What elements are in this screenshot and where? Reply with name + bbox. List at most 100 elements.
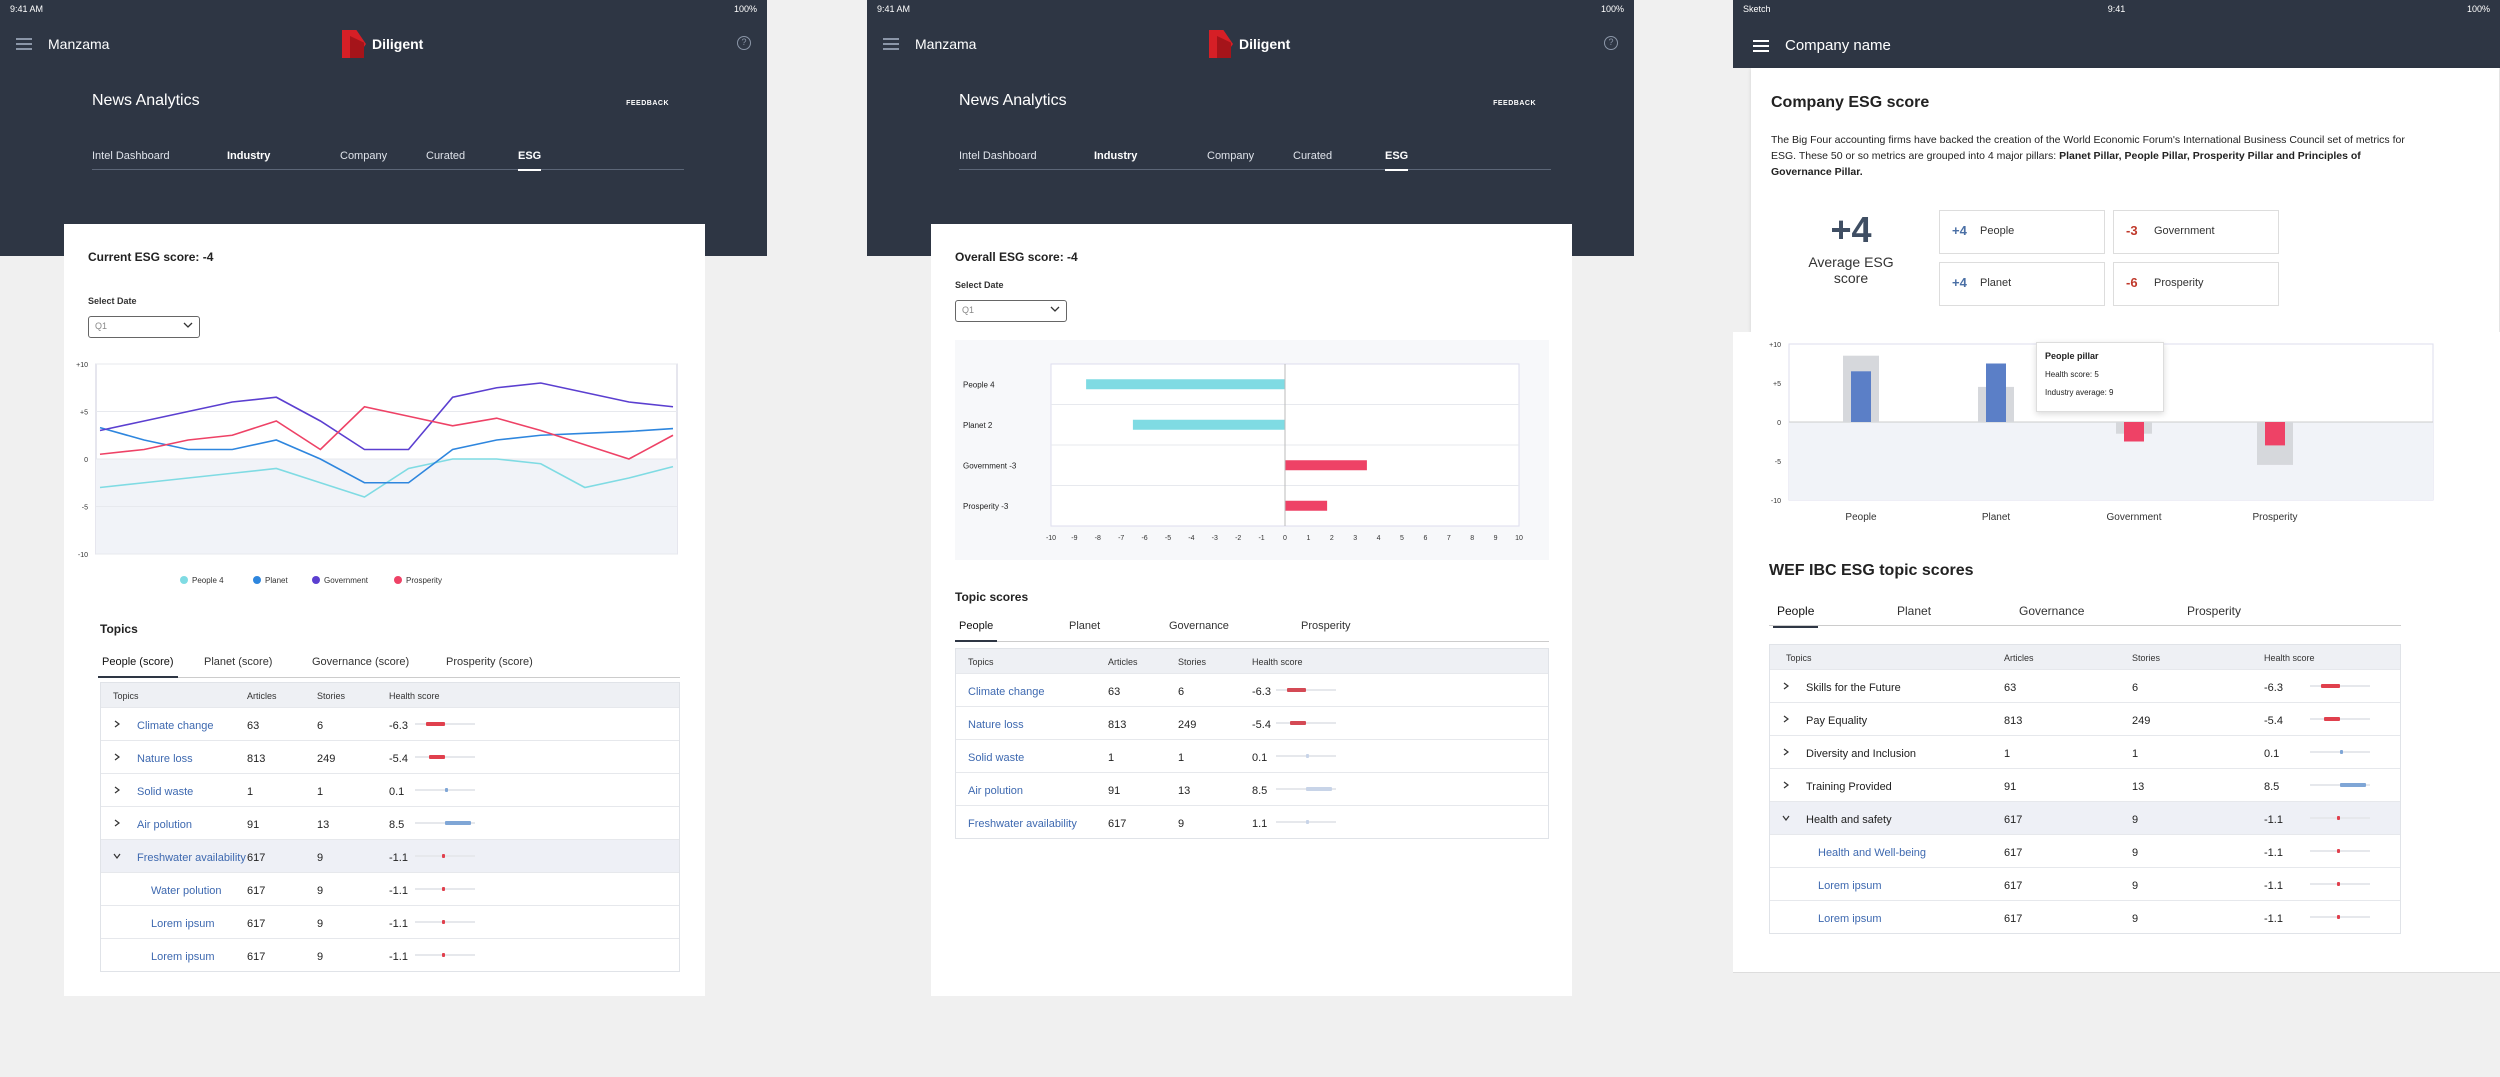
column-header[interactable]: Stories (2132, 653, 2161, 663)
tab-planet-score[interactable]: Planet (score) (204, 656, 273, 668)
table-row[interactable]: Solid waste 1 1 0.1 (101, 773, 679, 806)
help-icon[interactable]: ? (737, 36, 751, 50)
topic-name[interactable]: Nature loss (137, 753, 193, 765)
topic-name[interactable]: Lorem ipsum (151, 918, 215, 930)
tab-governance-score[interactable]: Governance (score) (312, 656, 410, 668)
table-row[interactable]: Nature loss 813 249 -5.4 (956, 706, 1548, 739)
chevron-right-icon[interactable] (113, 720, 121, 728)
table-row[interactable]: Solid waste 1 1 0.1 (956, 739, 1548, 772)
topic-name[interactable]: Freshwater availability (137, 852, 246, 864)
table-row[interactable]: Diversity and Inclusion 1 1 0.1 (1770, 735, 2400, 768)
column-header[interactable]: Articles (1108, 657, 1138, 667)
table-subrow[interactable]: Water polution 617 9 -1.1 (101, 872, 679, 905)
topic-name[interactable]: Skills for the Future (1806, 682, 1901, 694)
column-header[interactable]: Topics (968, 657, 994, 667)
topic-name[interactable]: Diversity and Inclusion (1806, 748, 1917, 760)
tab-governance[interactable]: Governance (2019, 604, 2085, 618)
table-subrow[interactable]: Lorem ipsum 617 9 -1.1 (1770, 867, 2400, 900)
column-header[interactable]: Articles (2004, 653, 2034, 663)
tab-intel-dashboard[interactable]: Intel Dashboard (92, 150, 170, 162)
tab-intel-dashboard[interactable]: Intel Dashboard (959, 150, 1037, 162)
column-header[interactable]: Topics (113, 691, 139, 701)
menu-icon[interactable] (16, 38, 32, 50)
column-header[interactable]: Topics (1786, 653, 1812, 663)
date-select[interactable]: Q1 (88, 316, 200, 338)
help-icon[interactable]: ? (1604, 36, 1618, 50)
chevron-down-icon[interactable] (1782, 814, 1790, 822)
topic-name[interactable]: Lorem ipsum (1818, 913, 1882, 925)
topic-name[interactable]: Health and Well-being (1818, 847, 1927, 859)
table-row[interactable]: Health and safety 617 9 -1.1 (1770, 801, 2400, 834)
column-header[interactable]: Stories (317, 691, 346, 701)
chevron-right-icon[interactable] (113, 819, 121, 827)
column-header[interactable]: Health score (389, 691, 440, 701)
table-subrow[interactable]: Lorem ipsum 617 9 -1.1 (101, 938, 679, 971)
date-select[interactable]: Q1 (955, 300, 1067, 322)
topic-name[interactable]: Water polution (151, 885, 222, 897)
pillar-prosperity[interactable]: -6 Prosperity (2113, 262, 2279, 306)
topic-name[interactable]: Solid waste (968, 752, 1025, 764)
table-row[interactable]: Freshwater availability 617 9 1.1 (956, 805, 1548, 838)
table-subrow[interactable]: Health and Well-being 617 9 -1.1 (1770, 834, 2400, 867)
column-header[interactable]: Health score (1252, 657, 1303, 667)
health-score-bar (2310, 783, 2370, 787)
table-subrow[interactable]: Lorem ipsum 617 9 -1.1 (1770, 900, 2400, 933)
chevron-right-icon[interactable] (113, 786, 121, 794)
topic-name[interactable]: Climate change (137, 720, 214, 732)
tab-company[interactable]: Company (340, 150, 388, 162)
column-header[interactable]: Articles (247, 691, 277, 701)
table-row[interactable]: Skills for the Future 63 6 -6.3 (1770, 669, 2400, 702)
topic-name[interactable]: Health and safety (1806, 814, 1892, 826)
table-row[interactable]: Pay Equality 813 249 -5.4 (1770, 702, 2400, 735)
chevron-right-icon[interactable] (113, 753, 121, 761)
chevron-right-icon[interactable] (1782, 748, 1790, 756)
table-row[interactable]: Training Provided 91 13 8.5 (1770, 768, 2400, 801)
topic-name[interactable]: Pay Equality (1806, 715, 1868, 727)
tab-curated[interactable]: Curated (426, 150, 466, 162)
tab-planet[interactable]: Planet (1069, 620, 1101, 632)
tab-prosperity-score[interactable]: Prosperity (score) (446, 656, 533, 668)
topic-name[interactable]: Freshwater availability (968, 818, 1077, 830)
tab-governance[interactable]: Governance (1169, 620, 1229, 632)
tab-planet[interactable]: Planet (1897, 604, 1932, 618)
column-header[interactable]: Health score (2264, 653, 2315, 663)
tab-people-score[interactable]: People (score) (98, 656, 178, 678)
topic-name[interactable]: Climate change (968, 686, 1045, 698)
chevron-down-icon[interactable] (113, 852, 121, 860)
tab-esg[interactable]: ESG (1385, 150, 1409, 171)
tab-company[interactable]: Company (1207, 150, 1255, 162)
topic-name[interactable]: Lorem ipsum (151, 951, 215, 963)
tab-esg[interactable]: ESG (518, 150, 542, 171)
topic-name[interactable]: Lorem ipsum (1818, 880, 1882, 892)
chevron-right-icon[interactable] (1782, 715, 1790, 723)
tab-people[interactable]: People (1772, 604, 1819, 628)
tab-curated[interactable]: Curated (1293, 150, 1333, 162)
table-row[interactable]: Air polution 91 13 8.5 (101, 806, 679, 839)
tab-prosperity[interactable]: Prosperity (1301, 620, 1351, 632)
table-row[interactable]: Climate change 63 6 -6.3 (956, 673, 1548, 706)
pillar-people[interactable]: +4 People (1939, 210, 2105, 254)
table-row[interactable]: Freshwater availability 617 9 -1.1 (101, 839, 679, 872)
column-header[interactable]: Stories (1178, 657, 1207, 667)
table-row[interactable]: Climate change 63 6 -6.3 (101, 707, 679, 740)
topic-name[interactable]: Training Provided (1806, 781, 1892, 793)
chevron-right-icon[interactable] (1782, 682, 1790, 690)
pillar-government[interactable]: -3 Government (2113, 210, 2279, 254)
topic-name[interactable]: Solid waste (137, 786, 194, 798)
menu-icon[interactable] (883, 38, 899, 50)
table-row[interactable]: Air polution 91 13 8.5 (956, 772, 1548, 805)
topic-name[interactable]: Air polution (968, 785, 1024, 797)
feedback-link[interactable]: FEEDBACK (1493, 100, 1536, 107)
topic-name[interactable]: Nature loss (968, 719, 1024, 731)
table-subrow[interactable]: Lorem ipsum 617 9 -1.1 (101, 905, 679, 938)
topic-name[interactable]: Air polution (137, 819, 193, 831)
tab-industry[interactable]: Industry (227, 150, 271, 162)
tab-industry[interactable]: Industry (1094, 150, 1138, 162)
tab-prosperity[interactable]: Prosperity (2187, 604, 2242, 618)
chevron-right-icon[interactable] (1782, 781, 1790, 789)
feedback-link[interactable]: FEEDBACK (626, 100, 669, 107)
tab-people[interactable]: People (954, 620, 998, 642)
pillar-planet[interactable]: +4 Planet (1939, 262, 2105, 306)
menu-icon[interactable] (1753, 40, 1769, 52)
table-row[interactable]: Nature loss 813 249 -5.4 (101, 740, 679, 773)
